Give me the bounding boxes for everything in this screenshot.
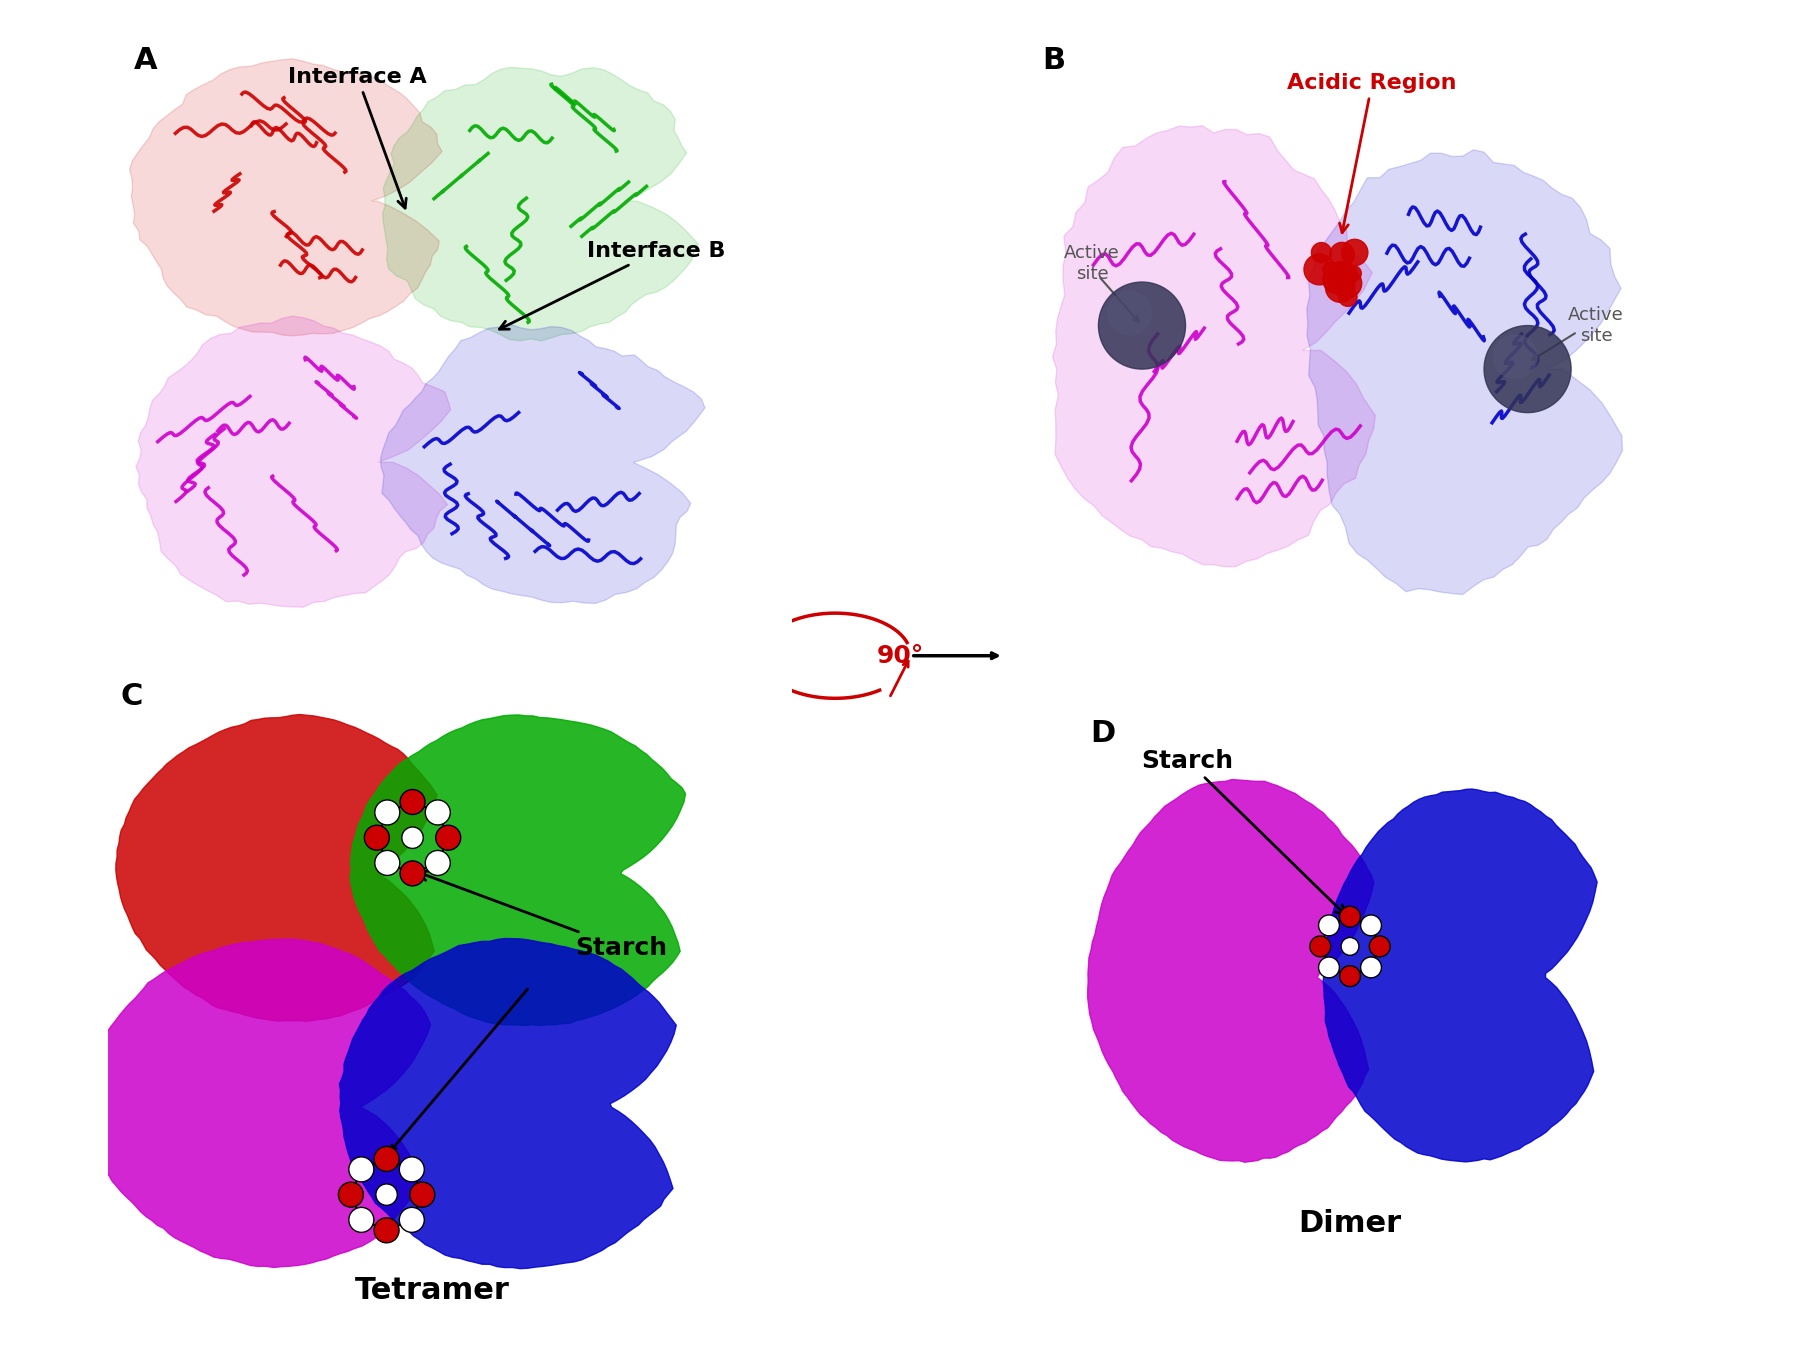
Circle shape bbox=[1346, 266, 1361, 281]
Circle shape bbox=[1323, 266, 1350, 293]
Circle shape bbox=[400, 1157, 425, 1182]
Polygon shape bbox=[135, 316, 450, 607]
Circle shape bbox=[374, 1146, 400, 1171]
Circle shape bbox=[436, 825, 461, 850]
Circle shape bbox=[338, 1182, 364, 1207]
Circle shape bbox=[401, 827, 423, 849]
Text: D: D bbox=[1091, 719, 1116, 748]
Circle shape bbox=[1494, 335, 1537, 379]
Circle shape bbox=[400, 790, 425, 814]
Circle shape bbox=[410, 1182, 436, 1207]
Text: Interface B: Interface B bbox=[499, 241, 725, 329]
Circle shape bbox=[1332, 269, 1363, 299]
Text: Tetramer: Tetramer bbox=[355, 1276, 509, 1305]
Circle shape bbox=[1361, 957, 1381, 977]
Circle shape bbox=[425, 800, 450, 825]
Circle shape bbox=[1332, 262, 1357, 288]
Circle shape bbox=[1319, 957, 1339, 977]
Circle shape bbox=[1312, 242, 1332, 262]
Polygon shape bbox=[340, 938, 677, 1268]
Circle shape bbox=[1339, 965, 1361, 987]
Text: Starch: Starch bbox=[1141, 749, 1346, 915]
Circle shape bbox=[1370, 936, 1390, 957]
Circle shape bbox=[425, 850, 450, 876]
Text: C: C bbox=[121, 681, 142, 711]
Circle shape bbox=[374, 850, 400, 876]
Polygon shape bbox=[1053, 126, 1375, 566]
Text: A: A bbox=[133, 46, 157, 74]
Circle shape bbox=[1327, 261, 1355, 291]
Polygon shape bbox=[1087, 780, 1373, 1163]
Text: Acidic Region: Acidic Region bbox=[1287, 73, 1456, 233]
Circle shape bbox=[1319, 915, 1339, 936]
Circle shape bbox=[1323, 262, 1339, 277]
Circle shape bbox=[1098, 283, 1186, 369]
Circle shape bbox=[1483, 326, 1571, 412]
Circle shape bbox=[1341, 937, 1359, 956]
Polygon shape bbox=[380, 324, 706, 603]
Text: Active
site: Active site bbox=[1568, 306, 1624, 345]
Text: Active
site: Active site bbox=[1064, 243, 1120, 283]
Polygon shape bbox=[383, 68, 698, 341]
Circle shape bbox=[1325, 273, 1355, 303]
Polygon shape bbox=[351, 715, 686, 1026]
Circle shape bbox=[1330, 242, 1354, 266]
Circle shape bbox=[1303, 254, 1336, 285]
Text: 90°: 90° bbox=[877, 644, 923, 668]
Text: B: B bbox=[1042, 46, 1066, 74]
Circle shape bbox=[349, 1207, 374, 1233]
Polygon shape bbox=[1307, 150, 1622, 595]
Circle shape bbox=[374, 1218, 400, 1242]
Text: Starch: Starch bbox=[418, 871, 666, 960]
Circle shape bbox=[1310, 936, 1330, 957]
Circle shape bbox=[1339, 288, 1357, 307]
Text: Dimer: Dimer bbox=[1298, 1210, 1402, 1238]
Polygon shape bbox=[1323, 790, 1597, 1161]
Circle shape bbox=[400, 1207, 425, 1233]
Polygon shape bbox=[115, 714, 437, 1021]
Circle shape bbox=[1361, 915, 1381, 936]
Polygon shape bbox=[130, 58, 443, 335]
Circle shape bbox=[400, 861, 425, 886]
Polygon shape bbox=[86, 940, 430, 1267]
Circle shape bbox=[374, 800, 400, 825]
Circle shape bbox=[1107, 292, 1152, 335]
Text: Interface A: Interface A bbox=[288, 68, 427, 208]
Circle shape bbox=[349, 1157, 374, 1182]
Circle shape bbox=[376, 1184, 398, 1206]
Circle shape bbox=[364, 825, 389, 850]
Circle shape bbox=[1341, 239, 1368, 265]
Circle shape bbox=[1339, 906, 1361, 927]
